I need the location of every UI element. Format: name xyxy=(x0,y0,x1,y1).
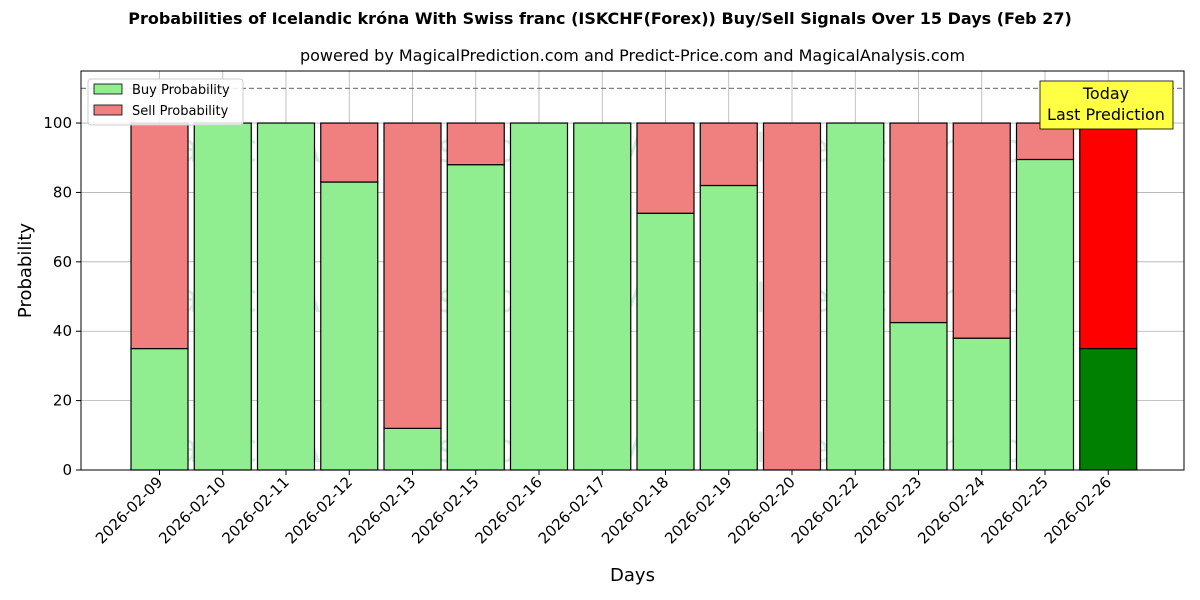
sell-bar xyxy=(952,122,1011,339)
buy-bar xyxy=(320,181,379,471)
x-tick-label: 2026-02-16 xyxy=(471,473,545,547)
buy-bar xyxy=(193,122,252,471)
chart-title: Probabilities of Icelandic króna With Sw… xyxy=(128,9,1072,28)
y-tick-label: 0 xyxy=(62,461,72,479)
buy-bar xyxy=(509,122,569,471)
buy-bar xyxy=(256,122,316,471)
buy-bar xyxy=(889,321,948,471)
today-annotation: Today Last Prediction xyxy=(1039,80,1174,130)
x-tick-label: 2026-02-13 xyxy=(345,473,419,547)
x-tick-label: 2026-02-10 xyxy=(155,473,229,547)
today-annotation-box xyxy=(1039,80,1174,130)
sell-bar xyxy=(762,122,822,471)
x-tick-label: 2026-02-12 xyxy=(282,473,356,547)
y-tick-label: 100 xyxy=(43,114,72,132)
sell-bar xyxy=(636,122,695,214)
x-tick-label: 2026-02-26 xyxy=(1041,473,1115,547)
buy-bar xyxy=(1015,158,1075,471)
sell-bar xyxy=(699,122,758,187)
y-tick-label: 80 xyxy=(53,183,72,201)
x-tick-label: 2026-02-18 xyxy=(598,473,672,547)
x-tick-label: 2026-02-19 xyxy=(661,473,735,547)
sell-bar xyxy=(130,122,189,350)
x-tick-label: 2026-02-25 xyxy=(977,473,1051,547)
buy-bar xyxy=(1079,347,1138,471)
buy-bar xyxy=(130,347,189,471)
buy-bar xyxy=(446,164,505,471)
legend: Buy Probability Sell Probability xyxy=(87,78,244,126)
buy-bar xyxy=(573,122,632,471)
plot-frame xyxy=(80,70,1185,471)
x-tick-label: 2026-02-09 xyxy=(92,473,166,547)
x-tick-label: 2026-02-15 xyxy=(408,473,482,547)
x-tick-label: 2026-02-20 xyxy=(724,473,798,547)
legend-box xyxy=(87,78,244,126)
today-annotation-line2: Last Prediction xyxy=(1047,105,1165,124)
legend-sell-label: Sell Probability xyxy=(132,104,229,119)
x-tick-label: 2026-02-23 xyxy=(851,473,925,547)
buy-bar xyxy=(952,337,1011,471)
x-tick-label: 2026-02-17 xyxy=(535,473,609,547)
x-tick-label: 2026-02-11 xyxy=(218,473,292,547)
buy-bar xyxy=(826,122,885,471)
x-tick-label: 2026-02-24 xyxy=(914,473,988,547)
legend-buy-label: Buy Probability xyxy=(132,83,230,98)
y-axis-label: Probability xyxy=(15,223,36,318)
x-axis-label: Days xyxy=(610,565,655,586)
chart-subtitle: powered by MagicalPrediction.com and Pre… xyxy=(299,46,966,65)
buy-bar xyxy=(699,184,758,471)
buy-bar xyxy=(636,212,695,471)
sell-bar xyxy=(1079,122,1138,350)
legend-buy-swatch xyxy=(93,83,123,95)
sell-bar xyxy=(320,122,379,183)
y-tick-label: 40 xyxy=(53,322,72,340)
bars-layer xyxy=(130,122,1138,471)
sell-bar xyxy=(889,122,948,324)
sell-bar xyxy=(383,122,442,429)
legend-sell-swatch xyxy=(93,104,123,116)
x-tick-label: 2026-02-22 xyxy=(788,473,862,547)
buy-bar xyxy=(383,427,442,471)
y-tick-label: 20 xyxy=(53,392,72,410)
today-annotation-line1: Today xyxy=(1082,84,1129,103)
sell-bar xyxy=(446,122,505,166)
y-tick-label: 60 xyxy=(53,253,72,271)
